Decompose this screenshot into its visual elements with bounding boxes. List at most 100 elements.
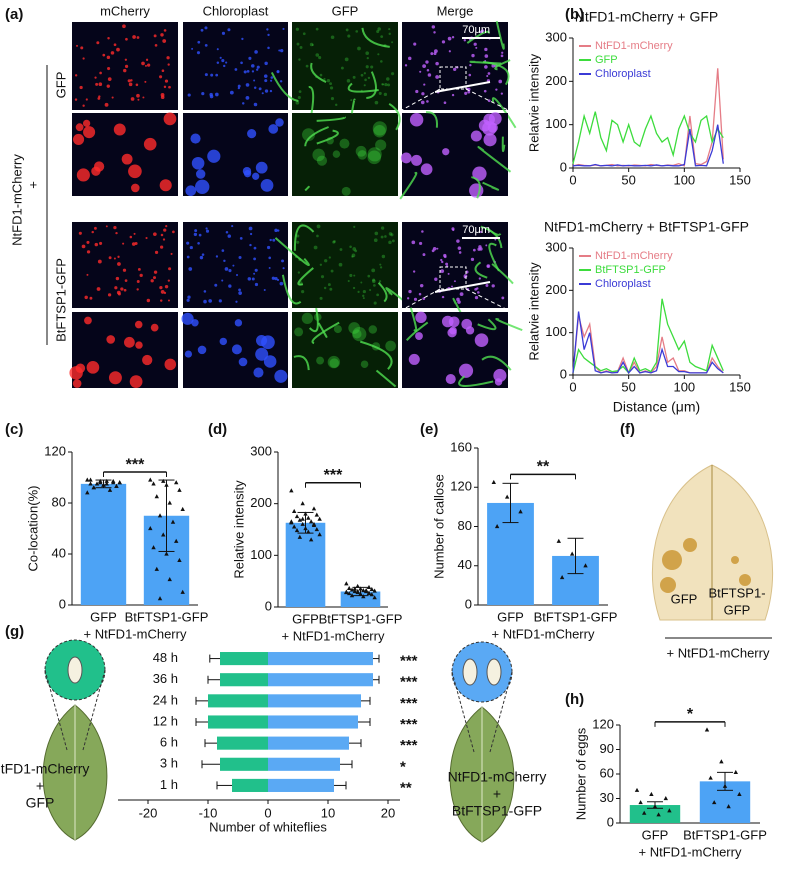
- micrograph-dot: [452, 228, 455, 232]
- micrograph-dot: [328, 256, 331, 259]
- micrograph-dot: [391, 41, 394, 44]
- data-point: [518, 509, 523, 514]
- micrograph-dot: [139, 273, 143, 278]
- bar: [268, 715, 358, 729]
- micrograph-dot: [448, 50, 451, 53]
- micrograph-dot: [418, 241, 423, 246]
- data-point: [719, 759, 724, 764]
- data-point: [303, 525, 308, 531]
- micrograph-dot: [121, 153, 133, 165]
- micrograph-dot: [203, 299, 207, 304]
- micrograph-dot: [278, 49, 281, 52]
- y-tick-label: 200: [545, 282, 567, 297]
- micrograph-dot: [216, 61, 220, 64]
- micrograph-dot: [330, 97, 335, 101]
- cell-wall: [361, 27, 390, 48]
- micrograph-dot: [255, 347, 269, 361]
- micrograph-dot: [344, 57, 349, 62]
- micrograph-dot: [441, 315, 454, 328]
- micrograph-dot: [476, 287, 479, 290]
- y-tick-label: 48 h: [153, 650, 178, 665]
- micrograph-dot: [166, 56, 170, 60]
- micrograph: [402, 22, 508, 110]
- micrograph-dot: [160, 33, 164, 37]
- micrograph-dot: [335, 103, 338, 107]
- micrograph-dot: [97, 259, 102, 264]
- y-tick-label: 100: [250, 547, 272, 562]
- micrograph-dot: [469, 64, 472, 67]
- micrograph-dot: [473, 42, 477, 46]
- micrograph-dot: [353, 274, 356, 277]
- micrograph-dot: [373, 238, 378, 243]
- micrograph-dot: [150, 279, 154, 283]
- micrograph-dot: [168, 267, 172, 271]
- micrograph-dot: [501, 296, 505, 300]
- micrograph-dot: [234, 68, 238, 71]
- micrograph-dot: [191, 156, 205, 170]
- micrograph-dot: [377, 27, 381, 31]
- x-tick-label: GFP: [497, 609, 524, 624]
- micrograph-dot: [193, 232, 198, 237]
- data-point: [88, 477, 93, 482]
- micrograph-dot: [261, 335, 275, 350]
- line-series: [572, 311, 724, 375]
- data-point: [349, 587, 355, 592]
- micrograph-dot: [113, 123, 126, 136]
- micrograph-dot: [98, 95, 101, 98]
- micrograph-dot: [373, 301, 377, 305]
- callose-spot: [739, 574, 751, 586]
- micrograph-dot: [82, 57, 85, 60]
- data-point: [663, 796, 668, 801]
- micrograph-dot: [186, 298, 190, 302]
- data-point: [174, 538, 179, 543]
- data-point: [733, 769, 738, 774]
- micrograph-dot: [243, 70, 247, 74]
- micrograph-dot: [379, 266, 383, 269]
- y-tick-label: 1 h: [160, 777, 178, 792]
- micrograph-dot: [477, 247, 481, 251]
- micrograph-dot: [240, 61, 243, 65]
- whitefly: [67, 656, 83, 684]
- cell-wall: [317, 322, 328, 338]
- data-point: [667, 808, 672, 813]
- micrograph-dot: [198, 233, 202, 237]
- micrograph-dot: [355, 30, 359, 33]
- data-point: [308, 519, 314, 524]
- data-point: [361, 594, 366, 599]
- micrograph-dot: [113, 226, 117, 230]
- micrograph-dot: [309, 42, 314, 47]
- micrograph-dot: [435, 75, 440, 79]
- data-point: [177, 487, 182, 492]
- micrograph-dot: [253, 86, 257, 89]
- panel-label: (h): [565, 691, 584, 708]
- x-tick-label: 150: [729, 379, 751, 394]
- significance: *: [687, 706, 694, 723]
- micrograph-dot: [181, 312, 194, 325]
- micrograph-dot: [442, 148, 450, 156]
- line-series: [572, 124, 724, 167]
- micrograph-dot: [422, 64, 427, 69]
- micrograph-dot: [488, 112, 502, 126]
- micrograph-dot: [201, 253, 205, 256]
- micrograph-dot: [362, 289, 366, 294]
- micrograph-dot: [136, 36, 140, 39]
- micrograph-dot: [210, 73, 214, 77]
- micrograph-dot: [456, 297, 460, 302]
- micrograph-dot: [208, 299, 213, 303]
- column-header: mCherry: [100, 3, 150, 18]
- micrograph-dot: [418, 292, 422, 296]
- cell-wall: [482, 181, 500, 191]
- leaf-label: +: [36, 778, 44, 794]
- micrograph-dot: [167, 63, 170, 66]
- micrograph-dot: [197, 241, 200, 245]
- micrograph-dot: [386, 77, 390, 81]
- micrograph-dot: [411, 240, 416, 245]
- micrograph-dot: [319, 263, 323, 266]
- data-point: [712, 800, 717, 805]
- micrograph: [183, 222, 288, 308]
- micrograph-dot: [353, 225, 356, 228]
- group-label: + NtFD1-mCherry: [282, 628, 385, 643]
- micrograph-dot: [347, 34, 351, 38]
- micrograph-dot: [168, 85, 171, 89]
- data-point: [161, 478, 166, 483]
